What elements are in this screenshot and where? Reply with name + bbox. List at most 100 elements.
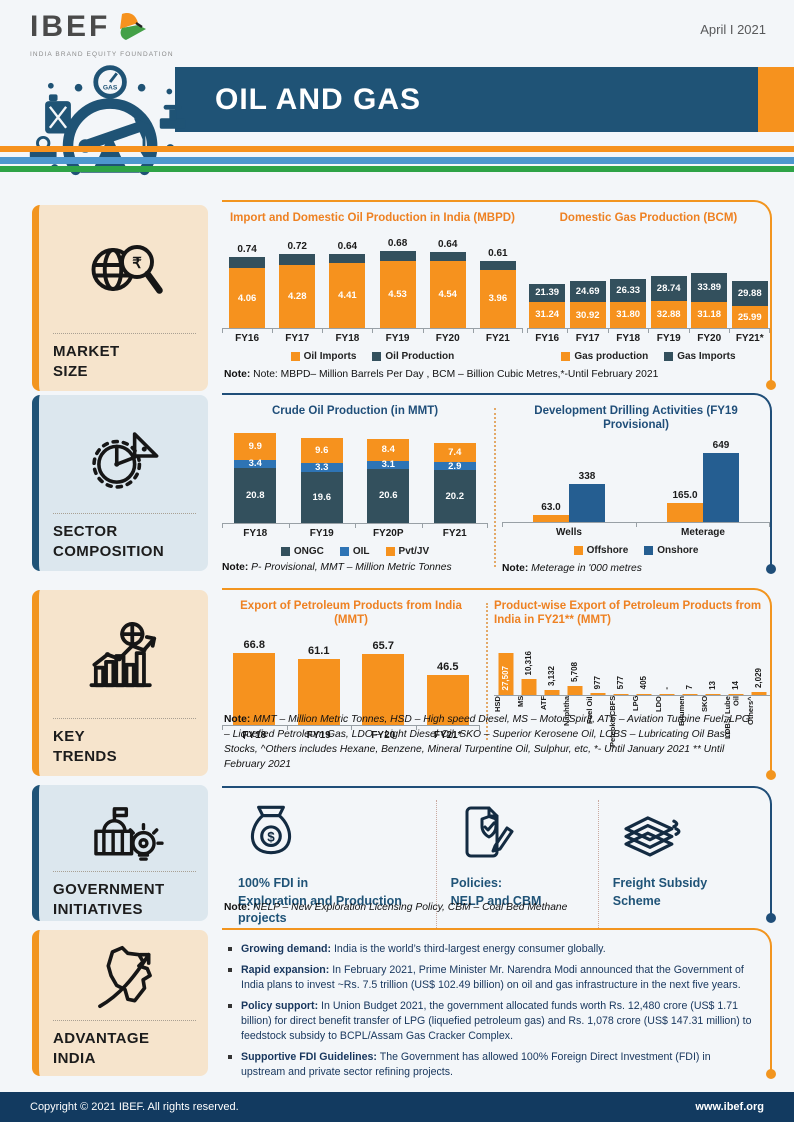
category-label: Wells [502,522,636,538]
category-label: FY21* [415,725,481,741]
bar-column: 46.5 [416,635,481,725]
bar-segment: 28.74 [650,276,687,301]
bullet-item: Growing demand: India is the world’s thi… [228,942,752,957]
bar-value-label: 0.72 [287,241,307,253]
bar-value-label: 0.74 [237,244,257,256]
bullet-lead: Growing demand: [241,943,332,955]
chart-domestic-gas-production: Domestic Gas Production (BCM) 21.39 31.24 2… [526,211,771,362]
chart-product-wise-exports: Product-wise Export of Petroleum Product… [493,599,770,750]
bar-column: 0.64 4.54 [423,232,473,329]
bar-column: 0.64 4.41 [322,232,372,329]
bar-column: 21.39 31.24 [527,232,568,329]
bar [659,693,674,695]
bar-stack: 26.33 31.80 [610,279,647,329]
bar [636,693,651,695]
bar-value-label: 0.64 [437,238,458,250]
bar-segment: 9.9 [234,433,277,460]
category-label: FY20 [351,725,416,741]
bar [703,452,739,522]
bullet-text: Rapid expansion: In February 2021, Prime… [241,964,744,992]
category-label: FY19 [286,725,352,741]
bar-stack: 4.28 [279,254,316,329]
bar-value-label: 5,708 [569,662,579,683]
chart-legend: ONGC OIL Pvt/JV [222,546,488,557]
bar [569,484,605,522]
section-government-initiatives: $100% FDI in Exploration and Production … [222,786,776,928]
bar-stack: 4.53 [379,251,416,329]
bar-value-label: 0.61 [488,247,508,259]
category-axis: FY16 FY17 FY18 FY19 FY20 FY21 [222,329,523,344]
bar-segment: 25.99 [731,306,768,329]
bullet-lead: Policy support: [241,1000,319,1013]
bar-segment: 31.80 [610,301,647,329]
bar-segment: 3.96 [479,269,516,329]
category-label: FY18 [607,329,649,344]
advantage-bullet-list: Growing demand: India is the world’s thi… [222,930,770,1080]
sidebar-item-label: SECTOR COMPOSITION [53,523,165,560]
svg-text:₹: ₹ [132,255,142,272]
legend-label: Offshore [586,544,629,556]
bar-segment [279,254,316,266]
bar-column: 0.74 4.06 [222,232,272,329]
bar-value-label: 7 [684,685,694,690]
ibef-logo: IBEF INDIA BRAND EQUITY FOUNDATION [30,12,174,59]
flag-stripe-blue [0,157,794,164]
section-divider [494,408,496,567]
bar-segment: 4.53 [379,261,416,329]
legend-label: OIL [352,546,370,558]
bar-column: 5,708 [563,635,586,695]
bar-segment: 7.4 [433,442,476,463]
category-label: FY20 [688,329,730,344]
bar-stack: 9.6 3.3 19.6 [300,437,343,524]
gov-item-label: Freight Subsidy Scheme [612,876,708,908]
sidebar-item-sector-composition[interactable]: SECTOR COMPOSITION [32,395,208,571]
bullet-icon [228,968,232,973]
bar-column: 29.88 25.99 [729,232,770,329]
bar [498,652,513,695]
sidebar-item-label: GOVERNMENT INITIATIVES [53,881,165,918]
footer-website-link[interactable]: www.ibef.org [695,1101,764,1113]
bar-column: 3,132 [540,635,563,695]
category-label: FY21* [729,329,770,344]
chart-title: Domestic Gas Production (BCM) [559,212,738,224]
bullet-text: Growing demand: India is the world’s thi… [241,943,606,955]
bar-segment [429,251,466,262]
bar-segment: 8.4 [367,438,410,461]
bar-stack: 29.88 25.99 [731,281,768,329]
bar-segment: 31.24 [529,301,566,329]
card-divider [53,871,196,872]
bar-segment: 19.6 [300,471,343,524]
section-key-trends: Export of Petroleum Products from India … [222,588,776,780]
legend-label: Pvt/JV [398,546,430,558]
chart-petroleum-exports: Export of Petroleum Products from India … [222,599,480,750]
bar-column: 24.69 30.92 [567,232,608,329]
note-gov: Note: NELP – New Exploration Licensing P… [224,902,568,914]
legend-item: ONGC [280,546,324,558]
card-divider [53,718,196,719]
bar-value-label: 3,132 [546,665,556,686]
bar-value-label: 13 [707,680,717,690]
bullet-icon [228,1055,232,1060]
sidebar-item-market-size[interactable]: ₹ MARKET SIZE [32,205,208,391]
bar-column: 28.74 32.88 [648,232,689,329]
bar-stack: 3.96 [479,260,516,329]
sidebar-item-advantage-india[interactable]: ADVANTAGE INDIA [32,930,208,1076]
bar-column: 165.0 [667,440,703,522]
footer: Copyright © 2021 IBEF. All rights reserv… [0,1092,794,1122]
legend-swatch [561,352,571,362]
chart-oil-import-production: Import and Domestic Oil Production in In… [222,211,523,362]
bar-value-label: 577 [615,676,625,690]
section-divider [486,603,488,740]
bar-segment: 4.28 [279,265,316,329]
oil-pumpjack-illustration: GAS [26,56,198,197]
sidebar-item-government-initiatives[interactable]: GOVERNMENT INITIATIVES [32,785,208,921]
legend-swatch [573,545,583,555]
legend-label: ONGC [293,546,324,558]
chart-crude-oil-production: Crude Oil Production (in MMT) 9.9 3.4 20.8 9… [222,404,488,557]
bar-value-label: 338 [578,471,596,483]
sidebar-item-key-trends[interactable]: KEY TRENDS [32,590,208,776]
bar-segment: 3.1 [367,460,410,470]
chart-plot: 0.74 4.06 0.72 4.28 0.64 4.41 0.68 4.53 0.64 4.54… [222,232,523,330]
flag-stripe-orange [0,146,794,152]
